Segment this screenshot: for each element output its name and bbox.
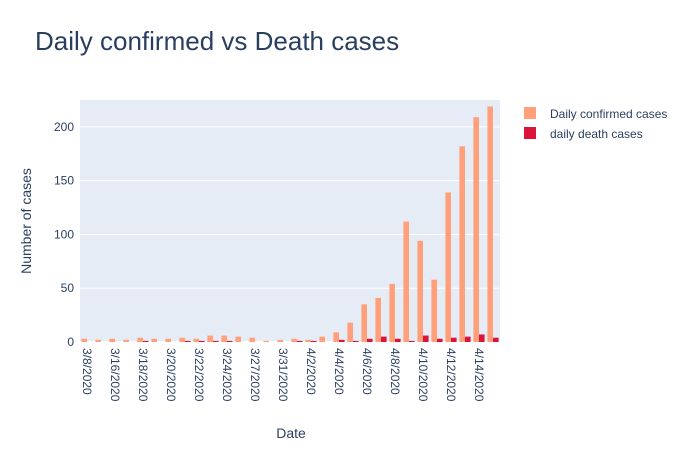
chart-title: Daily confirmed vs Death cases [35, 26, 399, 56]
x-tick-label: 3/16/2020 [108, 348, 122, 402]
bar-confirmed[interactable]: 3/30/2020: 1 [263, 340, 269, 342]
bar-death[interactable]: 4/9/2020: 1 [409, 340, 415, 342]
bar-death[interactable]: 3/24/2020: 1 [227, 340, 233, 342]
x-axis-title: Date [276, 425, 306, 441]
legend-swatch[interactable] [524, 127, 536, 139]
bar-death[interactable]: 4/13/2020: 5 [465, 336, 471, 342]
bar-confirmed[interactable]: 3/21/2020: 4 [179, 337, 185, 342]
bar-confirmed[interactable]: 4/11/2020: 58 [431, 279, 437, 342]
bar-confirmed[interactable]: 3/22/2020: 3 [193, 338, 199, 342]
y-tick-label: 200 [54, 120, 74, 134]
x-tick-label: 4/14/2020 [472, 348, 486, 402]
bars-layer: 3/8/2020: 3 3/15/2020: 2 3/16/2020: 3 3/17/… [81, 106, 499, 343]
bar-confirmed[interactable]: 4/6/2020: 35 [361, 304, 367, 342]
bar-confirmed[interactable]: 3/8/2020: 3 [81, 338, 87, 342]
bar-confirmed[interactable]: 4/12/2020: 139 [445, 192, 451, 343]
bar-confirmed[interactable]: 3/31/2020: 2 [277, 339, 283, 342]
y-tick-label: 150 [54, 174, 74, 188]
x-tick-label: 4/8/2020 [388, 348, 402, 395]
bar-confirmed[interactable]: 3/16/2020: 3 [109, 338, 115, 342]
bar-confirmed[interactable]: 3/20/2020: 3 [165, 338, 171, 342]
bar-death[interactable]: 3/22/2020: 1 [199, 340, 205, 342]
bar-death[interactable]: 3/21/2020: 1 [185, 340, 191, 342]
bar-confirmed[interactable]: 4/3/2020: 5 [319, 336, 325, 342]
bar-death[interactable]: 4/12/2020: 4 [451, 337, 457, 342]
bar-death[interactable]: 4/11/2020: 3 [437, 338, 443, 342]
bar-confirmed[interactable]: 3/25/2020: 5 [235, 336, 241, 342]
bar-confirmed[interactable]: 3/17/2020: 2 [123, 339, 129, 342]
bar-death[interactable]: 3/23/2020: 1 [213, 340, 219, 342]
x-tick-label: 4/6/2020 [360, 348, 374, 395]
x-tick-label: 4/2/2020 [304, 348, 318, 395]
bar-confirmed[interactable]: 3/15/2020: 2 [95, 339, 101, 342]
bar-death[interactable]: 4/4/2020: 2 [339, 339, 345, 342]
grid-layer [80, 126, 500, 343]
x-tick-label: 3/18/2020 [136, 348, 150, 402]
legend-label[interactable]: daily death cases [550, 127, 643, 141]
bar-death[interactable]: 4/1/2020: 1 [297, 340, 303, 342]
bar-confirmed[interactable]: 3/18/2020: 4 [137, 337, 143, 342]
bar-confirmed[interactable]: 3/24/2020: 6 [221, 335, 227, 342]
bar-confirmed[interactable]: 4/8/2020: 54 [389, 283, 395, 342]
bar-confirmed[interactable]: 4/4/2020: 9 [333, 332, 339, 342]
bar-confirmed[interactable]: 4/2/2020: 2 [305, 339, 311, 342]
x-tick-label: 4/12/2020 [444, 348, 458, 402]
bar-confirmed[interactable]: 4/14/2020: 209 [473, 117, 479, 343]
bar-death[interactable]: 4/8/2020: 3 [395, 338, 401, 342]
y-tick-label: 100 [54, 227, 74, 241]
x-tick-label: 3/20/2020 [164, 348, 178, 402]
bar-death[interactable]: 4/10/2020: 6 [423, 335, 429, 342]
x-tick-label: 4/4/2020 [332, 348, 346, 395]
x-tick-label: 3/27/2020 [248, 348, 262, 402]
x-axis: 3/8/2020 3/16/2020 3/18/2020 3/20/2020 3/22/… [80, 348, 486, 402]
bar-confirmed[interactable]: 4/7/2020: 41 [375, 297, 381, 342]
x-tick-label: 3/31/2020 [276, 348, 290, 402]
plot-area [80, 100, 500, 342]
y-tick-label: 0 [67, 335, 74, 349]
bar-death[interactable]: 4/5/2020: 1 [353, 340, 359, 342]
legend-label[interactable]: Daily confirmed cases [550, 107, 667, 121]
bar-confirmed[interactable]: 4/15/2020: 219 [487, 106, 493, 342]
bar-confirmed[interactable]: 4/10/2020: 94 [417, 240, 423, 342]
y-axis-title: Number of cases [18, 168, 34, 274]
x-tick-label: 3/22/2020 [192, 348, 206, 402]
bar-confirmed[interactable]: 4/5/2020: 18 [347, 322, 353, 342]
bar-confirmed[interactable]: 4/9/2020: 112 [403, 221, 409, 342]
bar-death[interactable]: 4/14/2020: 7 [479, 334, 485, 342]
y-tick-label: 50 [61, 281, 75, 295]
bar-death[interactable]: 4/2/2020: 1 [311, 340, 317, 342]
legend[interactable]: Daily confirmed cases daily death cases [524, 107, 667, 141]
bar-confirmed[interactable]: 3/23/2020: 6 [207, 335, 213, 342]
x-tick-label: 3/24/2020 [220, 348, 234, 402]
y-axis: 0 50 100 150 200 [54, 120, 74, 349]
x-tick-label: 4/10/2020 [416, 348, 430, 402]
bar-death[interactable]: 4/6/2020: 3 [367, 338, 373, 342]
bar-confirmed[interactable]: 3/27/2020: 4 [249, 337, 255, 342]
x-tick-label: 3/8/2020 [80, 348, 94, 395]
bar-confirmed[interactable]: 4/13/2020: 182 [459, 146, 465, 342]
legend-swatch[interactable] [524, 107, 536, 119]
bar-death[interactable]: 4/7/2020: 5 [381, 336, 387, 342]
bar-confirmed[interactable]: 3/19/2020: 3 [151, 338, 157, 342]
bar-confirmed[interactable]: 4/1/2020: 3 [291, 338, 297, 342]
bar-death[interactable]: 4/15/2020: 4 [493, 337, 499, 342]
bar-death[interactable]: 3/18/2020: 1 [143, 340, 149, 342]
